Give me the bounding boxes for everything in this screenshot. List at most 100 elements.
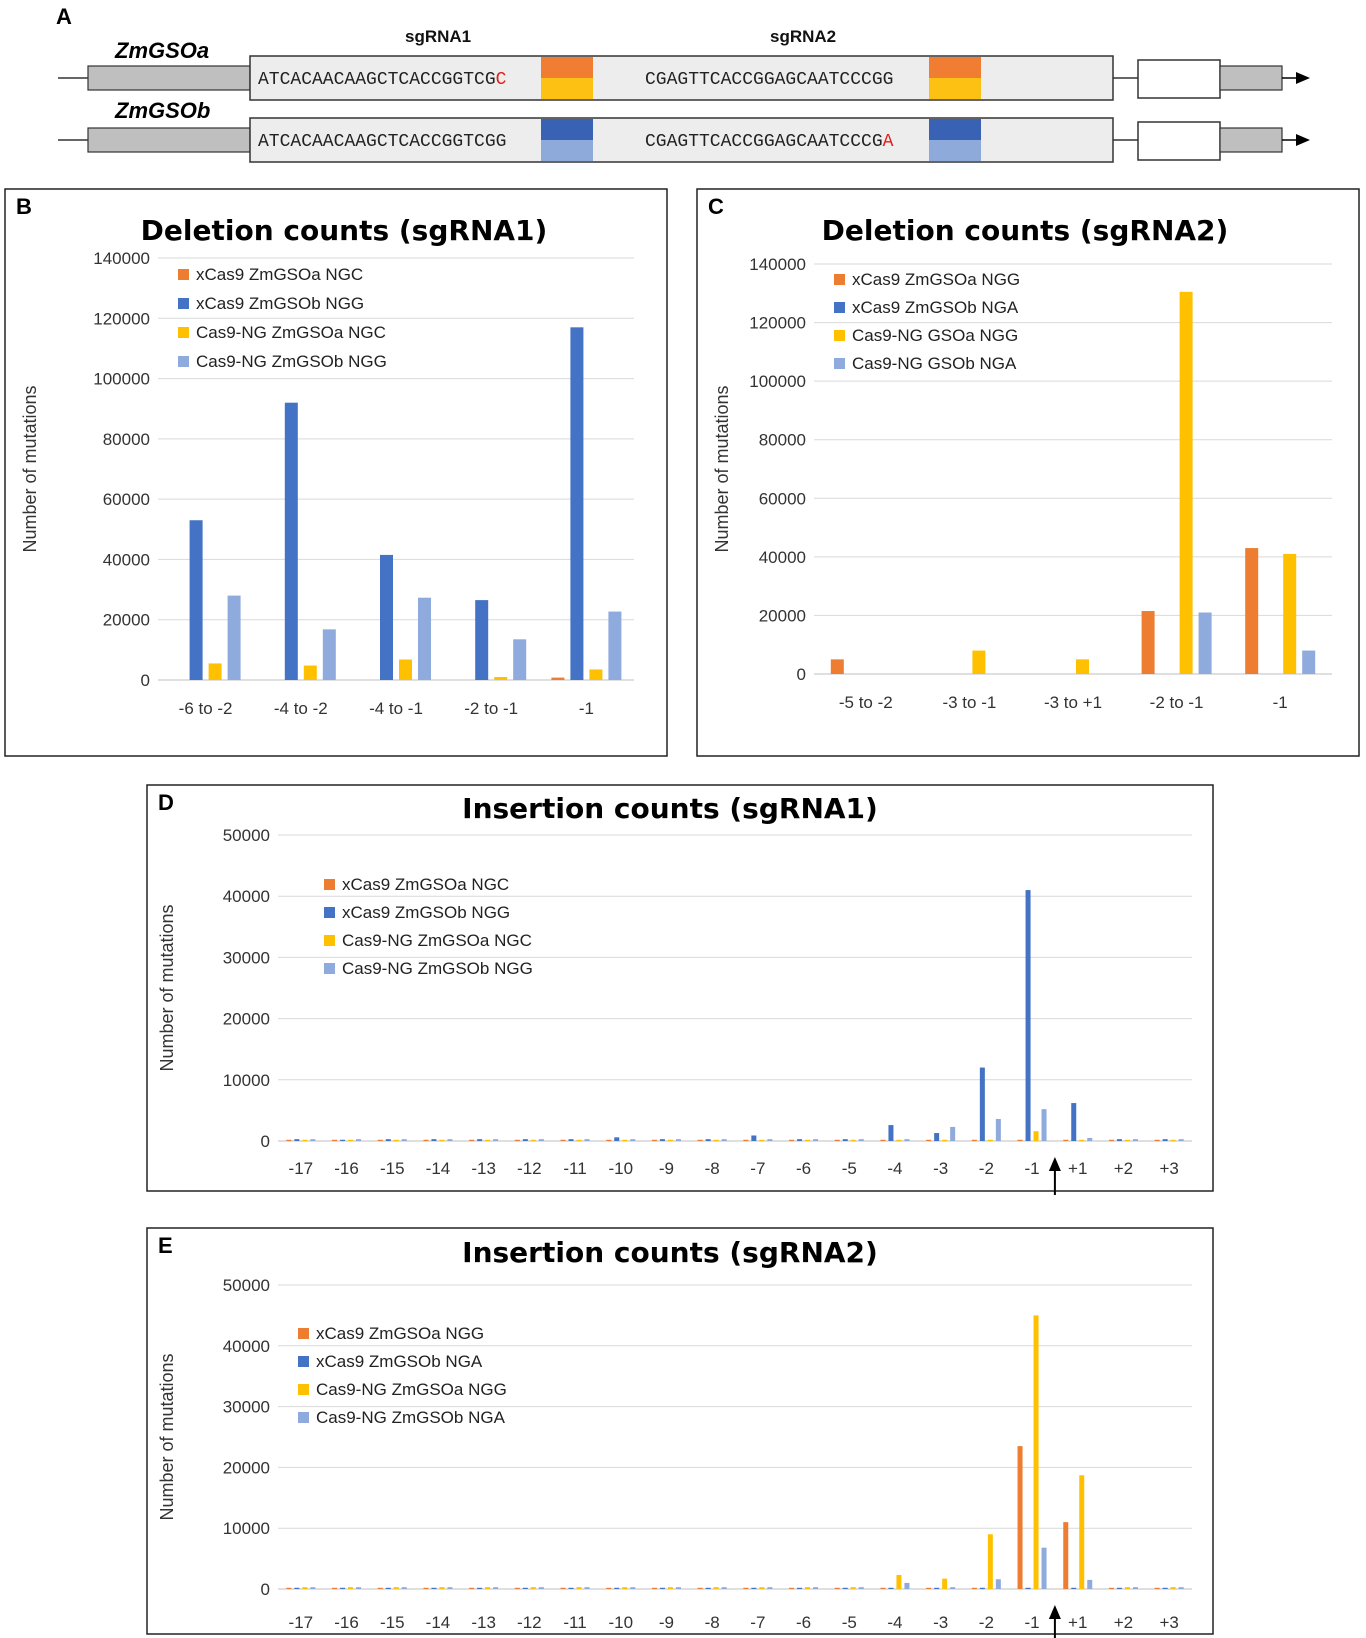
y-axis-label: Number of mutations [157, 904, 177, 1071]
bar [399, 659, 412, 680]
bar [858, 1139, 864, 1141]
bar [522, 1587, 528, 1589]
bar [805, 1139, 811, 1141]
bar [705, 1587, 711, 1589]
bar [697, 1139, 703, 1141]
pam2-top [929, 119, 981, 140]
x-tick-label: -7 [750, 1159, 765, 1178]
legend-swatch [178, 356, 189, 367]
pam1-bottom [541, 78, 593, 99]
bar [1132, 1139, 1138, 1141]
bar [493, 1587, 499, 1589]
bar [439, 1139, 445, 1141]
bar [1170, 1587, 1176, 1589]
cut-site-arrow-icon [1048, 1605, 1061, 1619]
bar [1063, 1522, 1069, 1589]
bar [888, 1587, 894, 1589]
sequence-sg1: ATCACAACAAGCTCACCGGTCGC [258, 70, 507, 90]
bar [630, 1587, 636, 1589]
panel-a: A sgRNA1 sgRNA2 ZmGSOa ATCACAACAAGCTCACC… [56, 4, 1310, 163]
bar [477, 1139, 483, 1141]
legend-label: xCas9 ZmGSOb NGG [196, 294, 364, 313]
bar [1025, 1587, 1031, 1589]
bar [972, 650, 986, 674]
legend-swatch [324, 963, 335, 974]
x-tick-label: -1 [1024, 1613, 1039, 1632]
bar [322, 629, 336, 680]
legend-label: xCas9 ZmGSOb NGA [316, 1352, 483, 1371]
x-tick-label: -3 to +1 [1044, 693, 1102, 712]
y-tick-label: 0 [797, 665, 806, 684]
bar [1116, 1587, 1122, 1589]
bar [880, 1139, 886, 1141]
bar [469, 1587, 475, 1589]
legend-swatch [834, 302, 845, 313]
bar [1033, 1315, 1039, 1589]
bar [606, 1587, 612, 1589]
seq-protospacer: CGAGTTCACCGGAGCAATCC [645, 70, 861, 90]
x-tick-label: -10 [608, 1159, 633, 1178]
bar [514, 1139, 520, 1141]
y-tick-label: 40000 [223, 887, 270, 906]
bar [995, 1118, 1001, 1141]
panel-letter: D [158, 790, 174, 815]
bar [584, 1587, 590, 1589]
x-tick-label: -3 [933, 1159, 948, 1178]
x-tick-label: -7 [750, 1613, 765, 1632]
y-tick-label: 40000 [223, 1337, 270, 1356]
y-tick-label: 40000 [759, 548, 806, 567]
bar [377, 1587, 383, 1589]
panel-letter-a: A [56, 4, 72, 29]
x-tick-label: -4 [887, 1613, 902, 1632]
bar [1124, 1587, 1130, 1589]
chart-frame [146, 1227, 1214, 1635]
bar [659, 1139, 665, 1141]
bar [189, 520, 203, 680]
bar [1245, 548, 1259, 674]
bar [971, 1587, 977, 1589]
bar [830, 659, 844, 674]
x-tick-label: -1 [1273, 693, 1288, 712]
x-tick-label: -17 [289, 1159, 314, 1178]
bar [469, 1139, 475, 1141]
y-tick-label: 10000 [223, 1071, 270, 1090]
x-tick-label: -1 [1024, 1159, 1039, 1178]
bar [896, 1575, 902, 1589]
bar [789, 1587, 795, 1589]
sgrna2-label: sgRNA2 [770, 27, 836, 46]
bar [1071, 1103, 1077, 1141]
bar [589, 669, 603, 680]
x-tick-label: -2 [979, 1613, 994, 1632]
bar [310, 1139, 316, 1141]
x-tick-label: -5 [842, 1159, 857, 1178]
seq-protospacer: CGAGTTCACCGGAGCAATCC [645, 132, 861, 152]
x-tick-label: +3 [1159, 1159, 1178, 1178]
bar [1178, 1139, 1184, 1141]
bar [576, 1139, 582, 1141]
legend-label: xCas9 ZmGSOa NGG [852, 270, 1020, 289]
bar [310, 1587, 316, 1589]
y-tick-label: 100000 [749, 372, 806, 391]
seq-mismatch: C [496, 70, 507, 90]
bar [667, 1139, 673, 1141]
legend-label: Cas9-NG ZmGSOa NGG [316, 1380, 507, 1399]
x-tick-label: -6 [796, 1613, 811, 1632]
seq-pam-mid: CGG [861, 70, 893, 90]
y-tick-label: 20000 [223, 1010, 270, 1029]
bar [805, 1587, 811, 1589]
bar [385, 1139, 391, 1141]
bar [530, 1587, 536, 1589]
bar [439, 1587, 445, 1589]
pam2-bottom [929, 78, 981, 99]
gene-name-zmgsob: ZmGSOb [114, 98, 210, 123]
bar [332, 1139, 338, 1141]
bar [447, 1139, 453, 1141]
utr-block [87, 65, 251, 91]
bar [576, 1587, 582, 1589]
bar [431, 1587, 437, 1589]
bar [606, 1139, 612, 1141]
x-tick-label: -4 to -1 [369, 699, 423, 718]
x-tick-label: -9 [659, 1159, 674, 1178]
legend-swatch [324, 879, 335, 890]
bar [608, 611, 622, 680]
